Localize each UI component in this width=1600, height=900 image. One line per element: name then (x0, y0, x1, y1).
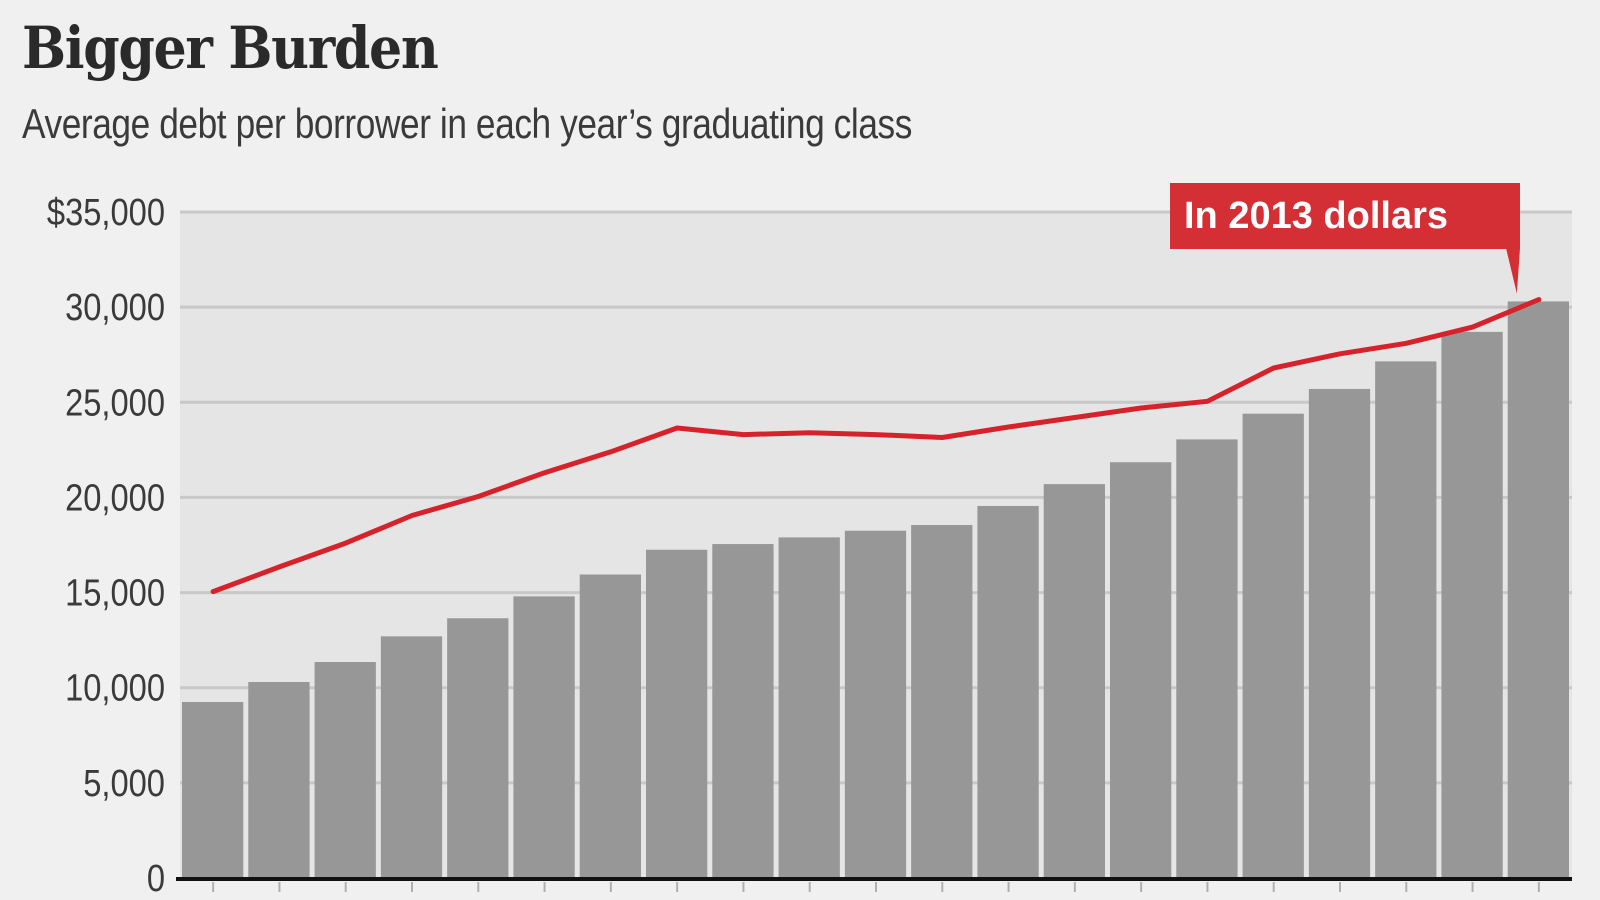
bar (579, 574, 641, 878)
y-axis-tick-labels: 0 5,000 10,000 15,000 20,000 25,000 30,000 $35,… (47, 191, 165, 900)
bar (380, 636, 443, 878)
callout-pointer (1506, 248, 1520, 294)
y-tick-label: 25,000 (65, 381, 165, 424)
y-tick-label: $35,000 (47, 191, 165, 234)
bar (1110, 462, 1172, 878)
y-tick-label: 15,000 (65, 571, 165, 614)
bar (911, 525, 973, 878)
bar-series (182, 301, 1569, 879)
y-tick-label: 20,000 (65, 476, 165, 519)
chart-subtitle: Average debt per borrower in each year’s… (22, 100, 912, 147)
x-axis-ticks (212, 882, 1540, 892)
chart-title: Bigger Burden (22, 14, 439, 82)
bar (182, 701, 244, 878)
bar (513, 596, 575, 878)
bar (1375, 361, 1437, 879)
bar (248, 682, 310, 878)
y-tick-label: 5,000 (83, 762, 165, 805)
y-tick-label: 0 (147, 857, 165, 900)
bar (977, 505, 1039, 878)
y-tick-label: 10,000 (65, 666, 165, 709)
bar (712, 544, 774, 878)
bar (778, 537, 840, 878)
bar (844, 530, 907, 878)
bar (1441, 331, 1503, 878)
bar (646, 549, 708, 878)
bar (1043, 484, 1105, 878)
bar (1507, 301, 1569, 878)
callout-annotation: In 2013 dollars (1170, 183, 1520, 294)
bar (314, 662, 376, 878)
callout-label: In 2013 dollars (1184, 195, 1448, 237)
bar (1308, 388, 1371, 878)
bar (1242, 413, 1304, 878)
bar (447, 618, 509, 878)
inflation-adjusted-line (210, 297, 1542, 595)
y-tick-label: 30,000 (65, 286, 165, 329)
callout-box (1170, 183, 1520, 249)
bar (1176, 439, 1238, 878)
